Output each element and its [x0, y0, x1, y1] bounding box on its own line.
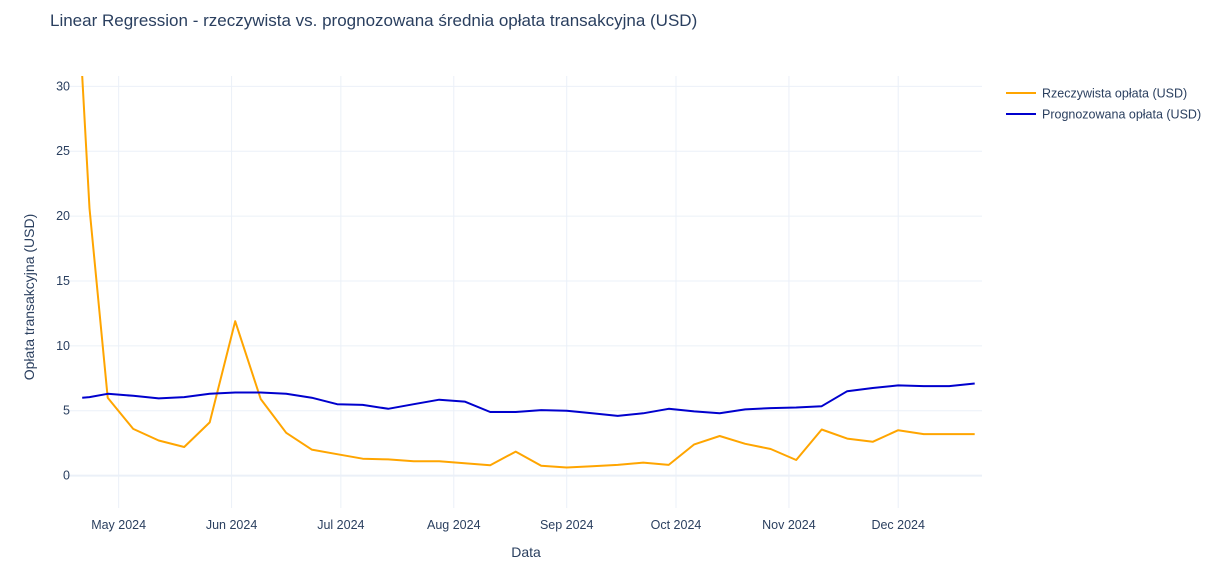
y-axis-title: Opłata transakcyjna (USD)	[21, 214, 37, 381]
legend[interactable]: Rzeczywista opłata (USD) Prognozowana opł…	[1006, 87, 1201, 122]
x-tick-label: Oct 2024	[651, 518, 702, 532]
x-tick-label: Dec 2024	[871, 518, 925, 532]
x-axis-title: Data	[511, 544, 541, 560]
legend-label: Rzeczywista opłata (USD)	[1042, 87, 1187, 101]
x-tick-label: Jun 2024	[206, 518, 257, 532]
plot-area	[81, 76, 975, 469]
y-tick-label: 25	[56, 144, 70, 158]
legend-item-1[interactable]: Prognozowana opłata (USD)	[1006, 108, 1201, 122]
series-line-1	[82, 382, 975, 417]
series-line-0	[81, 76, 975, 469]
y-tick-label: 0	[63, 469, 70, 483]
chart-title: Linear Regression - rzeczywista vs. prog…	[50, 11, 697, 30]
y-tick-label: 30	[56, 79, 70, 93]
x-tick-label: Aug 2024	[427, 518, 481, 532]
legend-label: Prognozowana opłata (USD)	[1042, 108, 1201, 122]
x-tick-label: Sep 2024	[540, 518, 594, 532]
y-tick-label: 5	[63, 404, 70, 418]
axis-ticks: 0 5 10 15 20 25 30 May 2024 Jun 2024 Jul 2024 Aug …	[56, 79, 925, 532]
grid	[64, 76, 982, 508]
y-tick-label: 10	[56, 339, 70, 353]
y-tick-label: 15	[56, 274, 70, 288]
legend-item-0[interactable]: Rzeczywista opłata (USD)	[1006, 87, 1187, 101]
x-tick-label: Jul 2024	[317, 518, 364, 532]
x-tick-label: May 2024	[91, 518, 146, 532]
x-tick-label: Nov 2024	[762, 518, 816, 532]
y-tick-label: 20	[56, 209, 70, 223]
